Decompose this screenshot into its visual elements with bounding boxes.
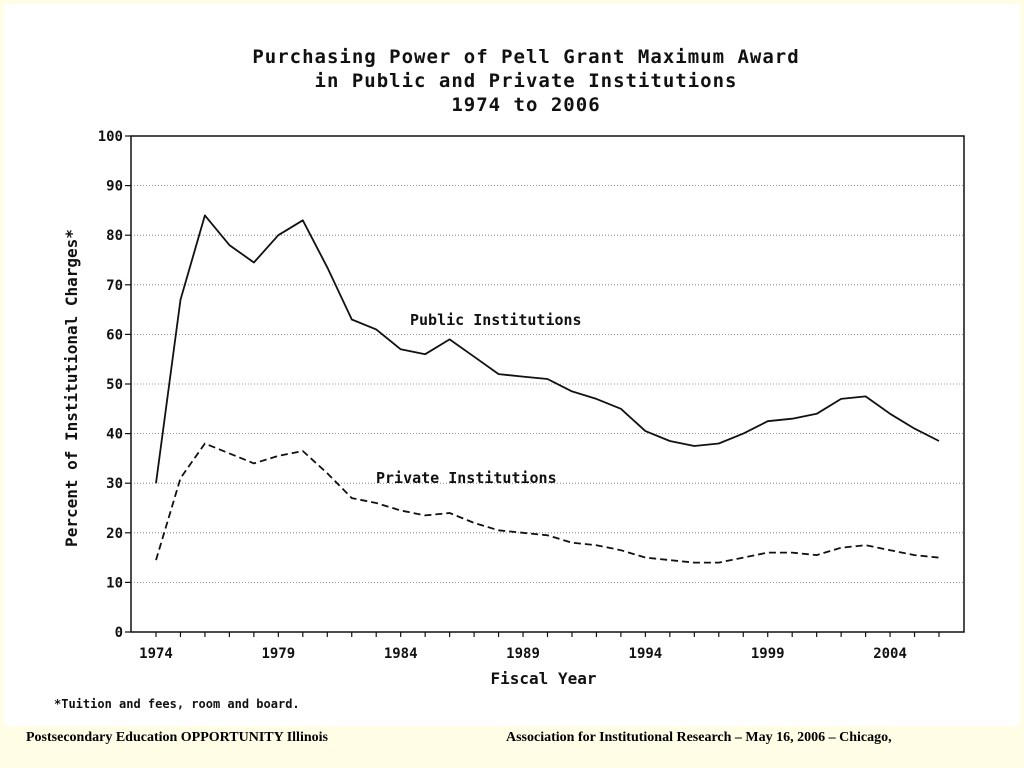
axis-ticks: 0 10 20 30 40 50 60 70 80 90 100 1974 1979 1984 1989 19… xyxy=(98,129,940,662)
chart-title-line-1: Purchasing Power of Pell Grant Maximum A… xyxy=(252,46,800,68)
chart-title-line-3: 1974 to 2006 xyxy=(451,94,601,116)
series-line-private xyxy=(155,442,940,564)
footer-right-text: Association for Institutional Research –… xyxy=(506,730,892,745)
x-tick-label-1999: 1999 xyxy=(751,646,785,662)
y-tick-label-80: 80 xyxy=(106,228,123,244)
series-line-public xyxy=(155,214,940,484)
series-lines xyxy=(155,214,940,564)
x-tick-label-1984: 1984 xyxy=(384,646,418,662)
chart-canvas: 0 10 20 30 40 50 60 70 80 90 100 1974 1979 1984 1989 19… xyxy=(62,129,965,688)
y-tick-label-90: 90 xyxy=(106,179,123,195)
x-axis-label: Fiscal Year xyxy=(491,669,597,688)
chart-title-line-2: in Public and Private Institutions xyxy=(314,70,738,92)
y-tick-label-60: 60 xyxy=(106,327,123,343)
y-tick-label-10: 10 xyxy=(106,575,123,591)
y-tick-label-30: 30 xyxy=(106,476,123,492)
x-tick-label-1989: 1989 xyxy=(506,646,540,662)
y-tick-label-100: 100 xyxy=(98,129,123,145)
x-tick-label-2004: 2004 xyxy=(873,646,907,662)
y-tick-label-50: 50 xyxy=(106,377,123,393)
y-tick-label-20: 20 xyxy=(106,526,123,542)
y-tick-label-40: 40 xyxy=(106,427,123,443)
grid-lines xyxy=(131,185,964,583)
y-tick-label-0: 0 xyxy=(115,625,123,641)
footer-left-text: Postsecondary Education OPPORTUNITY Illi… xyxy=(26,730,328,745)
series-label-private: Private Institutions xyxy=(376,469,557,487)
x-tick-label-1974: 1974 xyxy=(139,646,173,662)
slide-area: Purchasing Power of Pell Grant Maximum A… xyxy=(4,4,1020,726)
x-tick-label-1994: 1994 xyxy=(629,646,663,662)
y-axis-label: Percent of Institutional Charges* xyxy=(62,229,81,547)
y-tick-label-70: 70 xyxy=(106,278,123,294)
series-label-public: Public Institutions xyxy=(410,311,582,329)
footnote: *Tuition and fees, room and board. xyxy=(54,697,300,711)
x-tick-label-1979: 1979 xyxy=(261,646,295,662)
